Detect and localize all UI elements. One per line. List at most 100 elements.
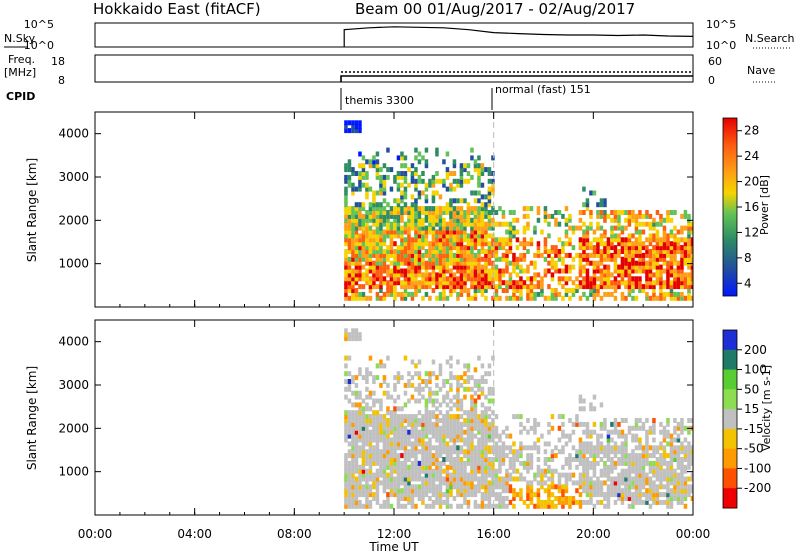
power-cell [484, 264, 488, 270]
power-cell [354, 120, 359, 126]
velocity-cell [400, 375, 404, 381]
velocity-cell [477, 414, 481, 420]
velocity-cell [484, 418, 488, 423]
velocity-cell [379, 402, 383, 408]
velocity-cell [666, 429, 670, 435]
velocity-cell [438, 484, 443, 490]
velocity-cell [662, 457, 667, 462]
power-cell [680, 225, 684, 231]
velocity-cell [449, 363, 453, 369]
power-cell [396, 182, 401, 188]
power-cell [442, 249, 446, 254]
power-cell [400, 268, 404, 274]
power-cell [421, 229, 425, 235]
power-cell [505, 252, 509, 258]
power-cell [690, 284, 693, 290]
power-cell [648, 241, 653, 247]
power-cell [641, 268, 646, 274]
velocity-cell [424, 488, 429, 494]
velocity-cell [379, 464, 383, 470]
power-cell [414, 264, 418, 270]
power-cell [659, 295, 663, 301]
velocity-cell [403, 418, 408, 423]
velocity-cell [561, 421, 565, 427]
freq-panel-frame [94, 54, 694, 83]
velocity-cell [680, 418, 684, 423]
velocity-cell [417, 437, 422, 443]
power-cell [582, 202, 586, 208]
power-cell [417, 217, 422, 223]
power-cell [631, 276, 635, 282]
velocity-cell [690, 453, 693, 459]
velocity-cell [620, 476, 625, 482]
velocity-cell [634, 460, 639, 466]
power-cell [417, 252, 422, 258]
velocity-cell [494, 484, 499, 490]
power-cell [491, 178, 495, 184]
power-cell [358, 171, 362, 176]
velocity-cell [372, 476, 376, 482]
power-cell [372, 260, 376, 266]
velocity-cell [554, 496, 558, 501]
velocity-cell [410, 472, 415, 478]
power-cell [379, 241, 383, 247]
power-y-tick-label: 2000 [58, 213, 89, 227]
velocity-cell [624, 468, 628, 474]
power-cell [361, 229, 366, 235]
power-cell [463, 249, 467, 254]
velocity-cell [361, 484, 366, 490]
power-cell [375, 237, 380, 243]
power-cell [522, 213, 527, 219]
velocity-cell [456, 472, 460, 478]
velocity-cell [407, 421, 411, 427]
velocity-cell [389, 468, 394, 474]
velocity-cell [396, 418, 401, 423]
power-cell [515, 237, 520, 243]
velocity-cell [561, 414, 565, 420]
power-cell [414, 280, 418, 286]
power-cell [505, 256, 509, 262]
power-cell [575, 288, 579, 293]
power-cell [456, 206, 460, 212]
velocity-cell [617, 433, 621, 439]
power-cell [641, 245, 646, 251]
power-cell [666, 260, 670, 266]
velocity-cell [354, 457, 359, 462]
velocity-cell [365, 418, 369, 423]
power-cell [428, 206, 432, 212]
velocity-cell [480, 433, 485, 439]
power-cell [680, 237, 684, 243]
power-cell [606, 256, 611, 262]
velocity-cell [449, 449, 453, 455]
power-cell [666, 264, 670, 270]
power-cell [414, 256, 418, 262]
velocity-cell [428, 375, 432, 381]
velocity-cell [550, 457, 555, 462]
velocity-cell [473, 476, 478, 482]
velocity-cell [347, 371, 352, 377]
power-cell [648, 249, 653, 254]
power-cell [676, 260, 681, 266]
velocity-cell [494, 503, 499, 509]
velocity-cell [403, 402, 408, 408]
power-cell [379, 190, 383, 196]
power-cell [375, 229, 380, 235]
velocity-cell [386, 460, 390, 466]
velocity-cell [477, 484, 481, 490]
power-cell [361, 155, 366, 161]
power-cell [407, 276, 411, 282]
power-cell [358, 120, 362, 126]
power-cell [382, 264, 387, 270]
power-cell [627, 233, 632, 239]
power-colorbar-tick-label: 12 [744, 225, 759, 239]
power-cell [683, 213, 688, 219]
velocity-cell [417, 488, 422, 494]
power-cell [473, 233, 478, 239]
velocity-cell [379, 480, 383, 486]
power-cell [683, 260, 688, 266]
velocity-cell [354, 492, 359, 498]
velocity-cell [578, 480, 583, 486]
power-cell [687, 264, 691, 270]
velocity-cell [617, 484, 621, 490]
velocity-cell [659, 468, 663, 474]
